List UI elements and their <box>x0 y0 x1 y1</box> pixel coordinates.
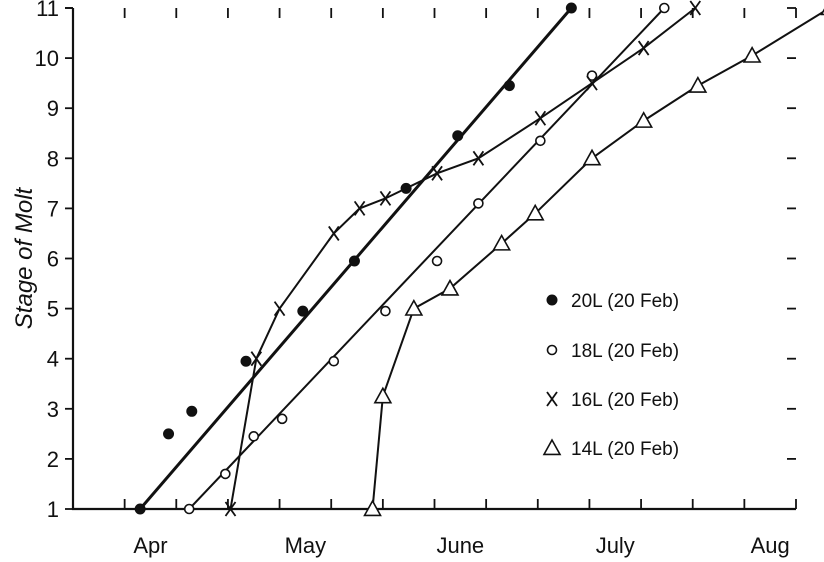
legend-label: 14L (20 Feb) <box>571 439 679 460</box>
data-point-triangle <box>492 233 511 251</box>
data-point-circle <box>380 305 391 317</box>
x-marker-stroke <box>546 391 558 407</box>
data-point-circle <box>431 255 443 267</box>
x-marker-stroke <box>586 75 598 91</box>
series-triangle <box>363 8 824 517</box>
y-tick-label: 2 <box>47 447 59 472</box>
x-marker-stroke <box>637 40 650 56</box>
legend-label: 20L (20 Feb) <box>571 291 679 312</box>
data-point-triangle <box>525 203 545 221</box>
data-point-x <box>353 200 366 216</box>
x-marker-stroke <box>224 501 237 517</box>
x-marker-stroke <box>689 0 702 16</box>
data-point-x <box>534 110 547 126</box>
y-tick-label: 3 <box>47 397 59 422</box>
series-circle <box>183 2 670 515</box>
data-point-circle <box>535 135 546 147</box>
data-point-x <box>250 351 263 367</box>
data-point-circle <box>473 198 484 209</box>
x-tick-label: May <box>285 533 327 558</box>
y-tick-label: 9 <box>47 96 59 121</box>
x-marker-stroke <box>273 301 286 317</box>
data-point-circle <box>220 468 231 480</box>
series-line <box>229 7 696 510</box>
x-marker-stroke <box>353 200 366 216</box>
x-marker-stroke <box>379 190 392 206</box>
y-tick-label: 4 <box>47 347 59 372</box>
data-point-x <box>689 0 702 16</box>
data-point-triangle <box>440 278 460 296</box>
y-tick-label: 1 <box>47 497 59 522</box>
legend-marker-triangle <box>542 438 562 456</box>
x-marker-stroke <box>534 110 547 126</box>
data-point-x <box>328 225 340 241</box>
series-fit-line <box>188 7 666 510</box>
y-ticks: 1 2 3 4 5 6 7 8 9 10 11 <box>35 0 796 522</box>
x-marker-stroke <box>472 150 485 166</box>
data-point-triangle <box>582 148 602 166</box>
series-x <box>224 0 702 517</box>
x-marker-stroke <box>328 225 340 241</box>
data-point-x <box>273 301 286 317</box>
y-tick-label: 7 <box>47 196 59 221</box>
data-point-dot <box>348 255 360 267</box>
series-dot <box>134 2 577 515</box>
data-point-triangle <box>820 8 824 16</box>
y-tick-label: 8 <box>47 146 59 171</box>
data-point-circle <box>276 413 288 425</box>
data-point-triangle <box>404 298 424 316</box>
data-point-x <box>472 150 485 166</box>
x-tick-label: Aug <box>751 533 790 558</box>
legend-marker-dot <box>546 294 558 306</box>
y-tick-label: 5 <box>47 297 59 322</box>
data-point-circle <box>659 2 670 14</box>
x-marker-stroke <box>250 351 263 367</box>
data-point-dot <box>186 405 198 417</box>
y-tick-label: 11 <box>36 0 59 21</box>
data-point-x <box>637 40 650 56</box>
data-point-triangle <box>742 45 762 63</box>
series-group <box>134 0 824 517</box>
legend-label: 16L (20 Feb) <box>571 390 679 411</box>
data-point-triangle <box>363 499 382 517</box>
x-ticks: Apr May June July Aug <box>72 8 797 558</box>
data-point-circle <box>248 431 260 442</box>
data-point-circle <box>586 70 598 81</box>
data-point-x <box>431 165 443 181</box>
legend-label: 18L (20 Feb) <box>571 341 679 362</box>
data-point-dot <box>503 80 515 92</box>
y-tick-label: 6 <box>47 247 59 272</box>
x-tick-label: June <box>436 533 484 558</box>
data-point-circle <box>183 503 195 515</box>
legend-marker-x <box>546 391 558 407</box>
data-point-dot <box>163 428 175 440</box>
y-tick-label: 10 <box>35 46 59 71</box>
data-point-x <box>586 75 598 91</box>
data-point-dot <box>297 305 309 317</box>
data-point-triangle <box>373 386 393 404</box>
x-tick-label: July <box>596 533 635 558</box>
y-axis-label: Stage of Molt <box>11 186 38 329</box>
data-point-dot <box>134 503 146 515</box>
data-point-x <box>224 501 237 517</box>
data-point-triangle <box>634 111 654 128</box>
legend: 20L (20 Feb) 18L (20 Feb) 16L (20 Feb) 14L … <box>542 291 679 460</box>
data-point-dot <box>240 355 252 367</box>
x-tick-label: Apr <box>133 533 167 558</box>
axes <box>65 7 796 511</box>
data-point-triangle <box>688 76 708 93</box>
legend-marker-circle <box>546 344 558 356</box>
x-marker-stroke <box>431 165 443 181</box>
data-point-x <box>379 190 392 206</box>
data-point-circle <box>328 355 340 367</box>
data-point-dot <box>452 130 464 142</box>
data-point-dot <box>565 2 577 14</box>
